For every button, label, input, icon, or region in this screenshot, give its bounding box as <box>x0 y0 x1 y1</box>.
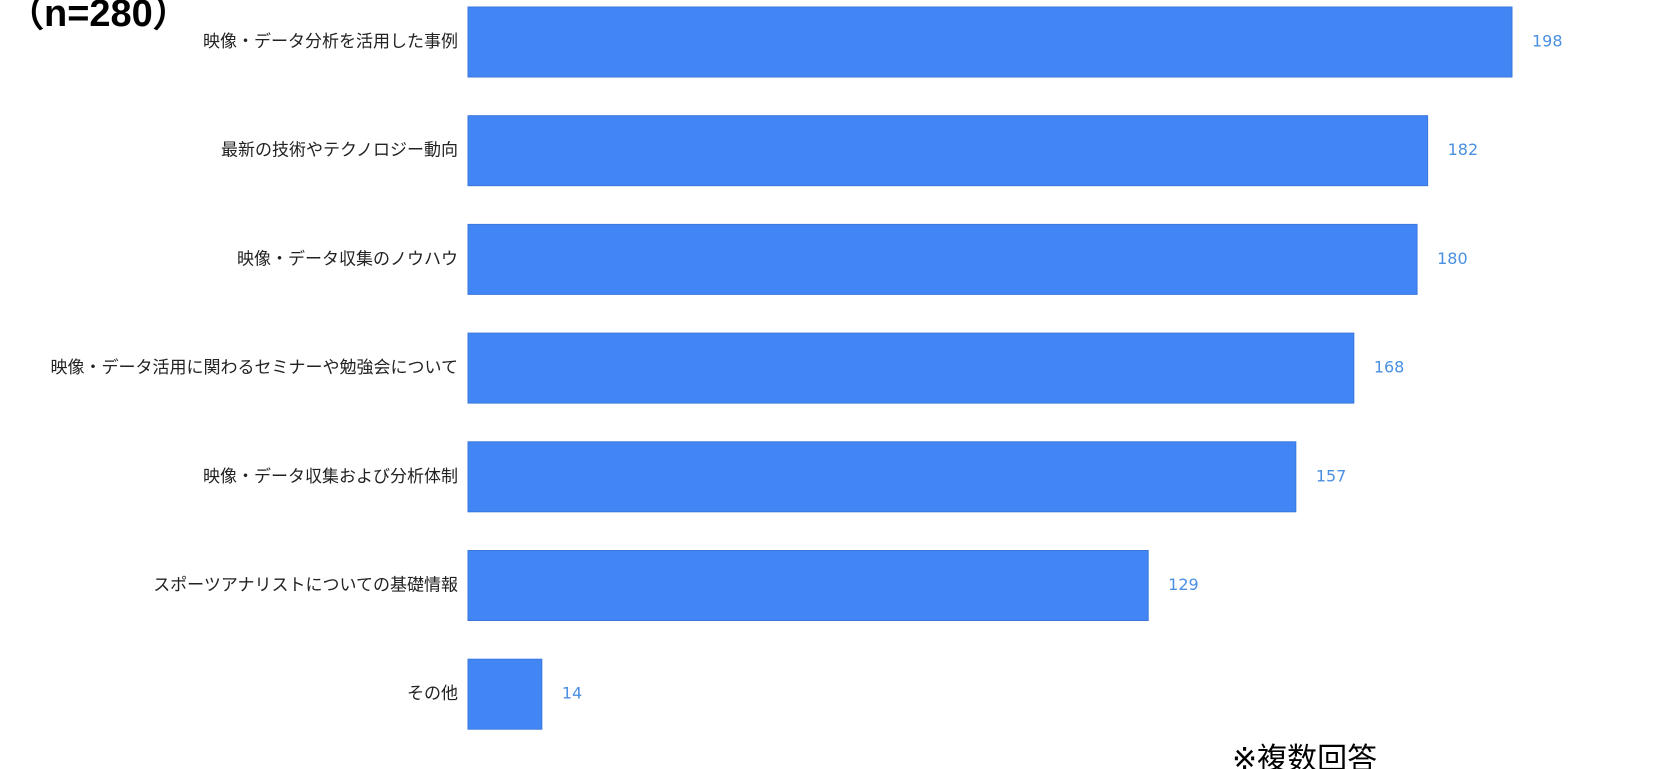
category-label-6: スポーツアナリストについての基礎情報 <box>153 576 458 596</box>
chart-title-group: （n=280） <box>6 0 191 35</box>
value-label-7: 14 <box>562 684 582 703</box>
value-label-3: 180 <box>1437 249 1468 268</box>
category-label-4: 映像・データ活用に関わるセミナーや勉強会について <box>51 357 459 378</box>
category-label-3: 映像・データ収集のノウハウ <box>237 248 458 269</box>
category-label-5: 映像・データ収集および分析体制 <box>203 466 458 487</box>
value-label-6: 129 <box>1168 575 1199 594</box>
value-labels-layer: 198 182 180 168 157 129 14 <box>562 32 1563 703</box>
category-labels-layer: 映像・データ分析を活用した事例最新の技術やテクノロジー動向映像・データ収集のノウ… <box>51 31 459 704</box>
bar-5 <box>467 441 1297 513</box>
category-label-1: 映像・データ分析を活用した事例 <box>203 31 458 52</box>
chart-title: （n=280） <box>6 0 191 35</box>
bar-7 <box>467 658 543 730</box>
bar-2 <box>467 115 1429 187</box>
bar-3 <box>467 223 1418 295</box>
value-label-2: 182 <box>1448 140 1479 159</box>
category-label-7: その他 <box>407 684 458 704</box>
value-label-1: 198 <box>1532 32 1563 51</box>
value-label-4: 168 <box>1374 358 1405 377</box>
value-label-5: 157 <box>1316 466 1347 485</box>
bar-6 <box>467 550 1149 621</box>
bar-1 <box>467 6 1513 78</box>
bar-4 <box>467 332 1355 404</box>
category-label-2: 最新の技術やテクノロジー動向 <box>221 141 458 161</box>
chart-note: ※複数回答 <box>1232 742 1377 769</box>
bars-layer <box>467 6 1513 730</box>
